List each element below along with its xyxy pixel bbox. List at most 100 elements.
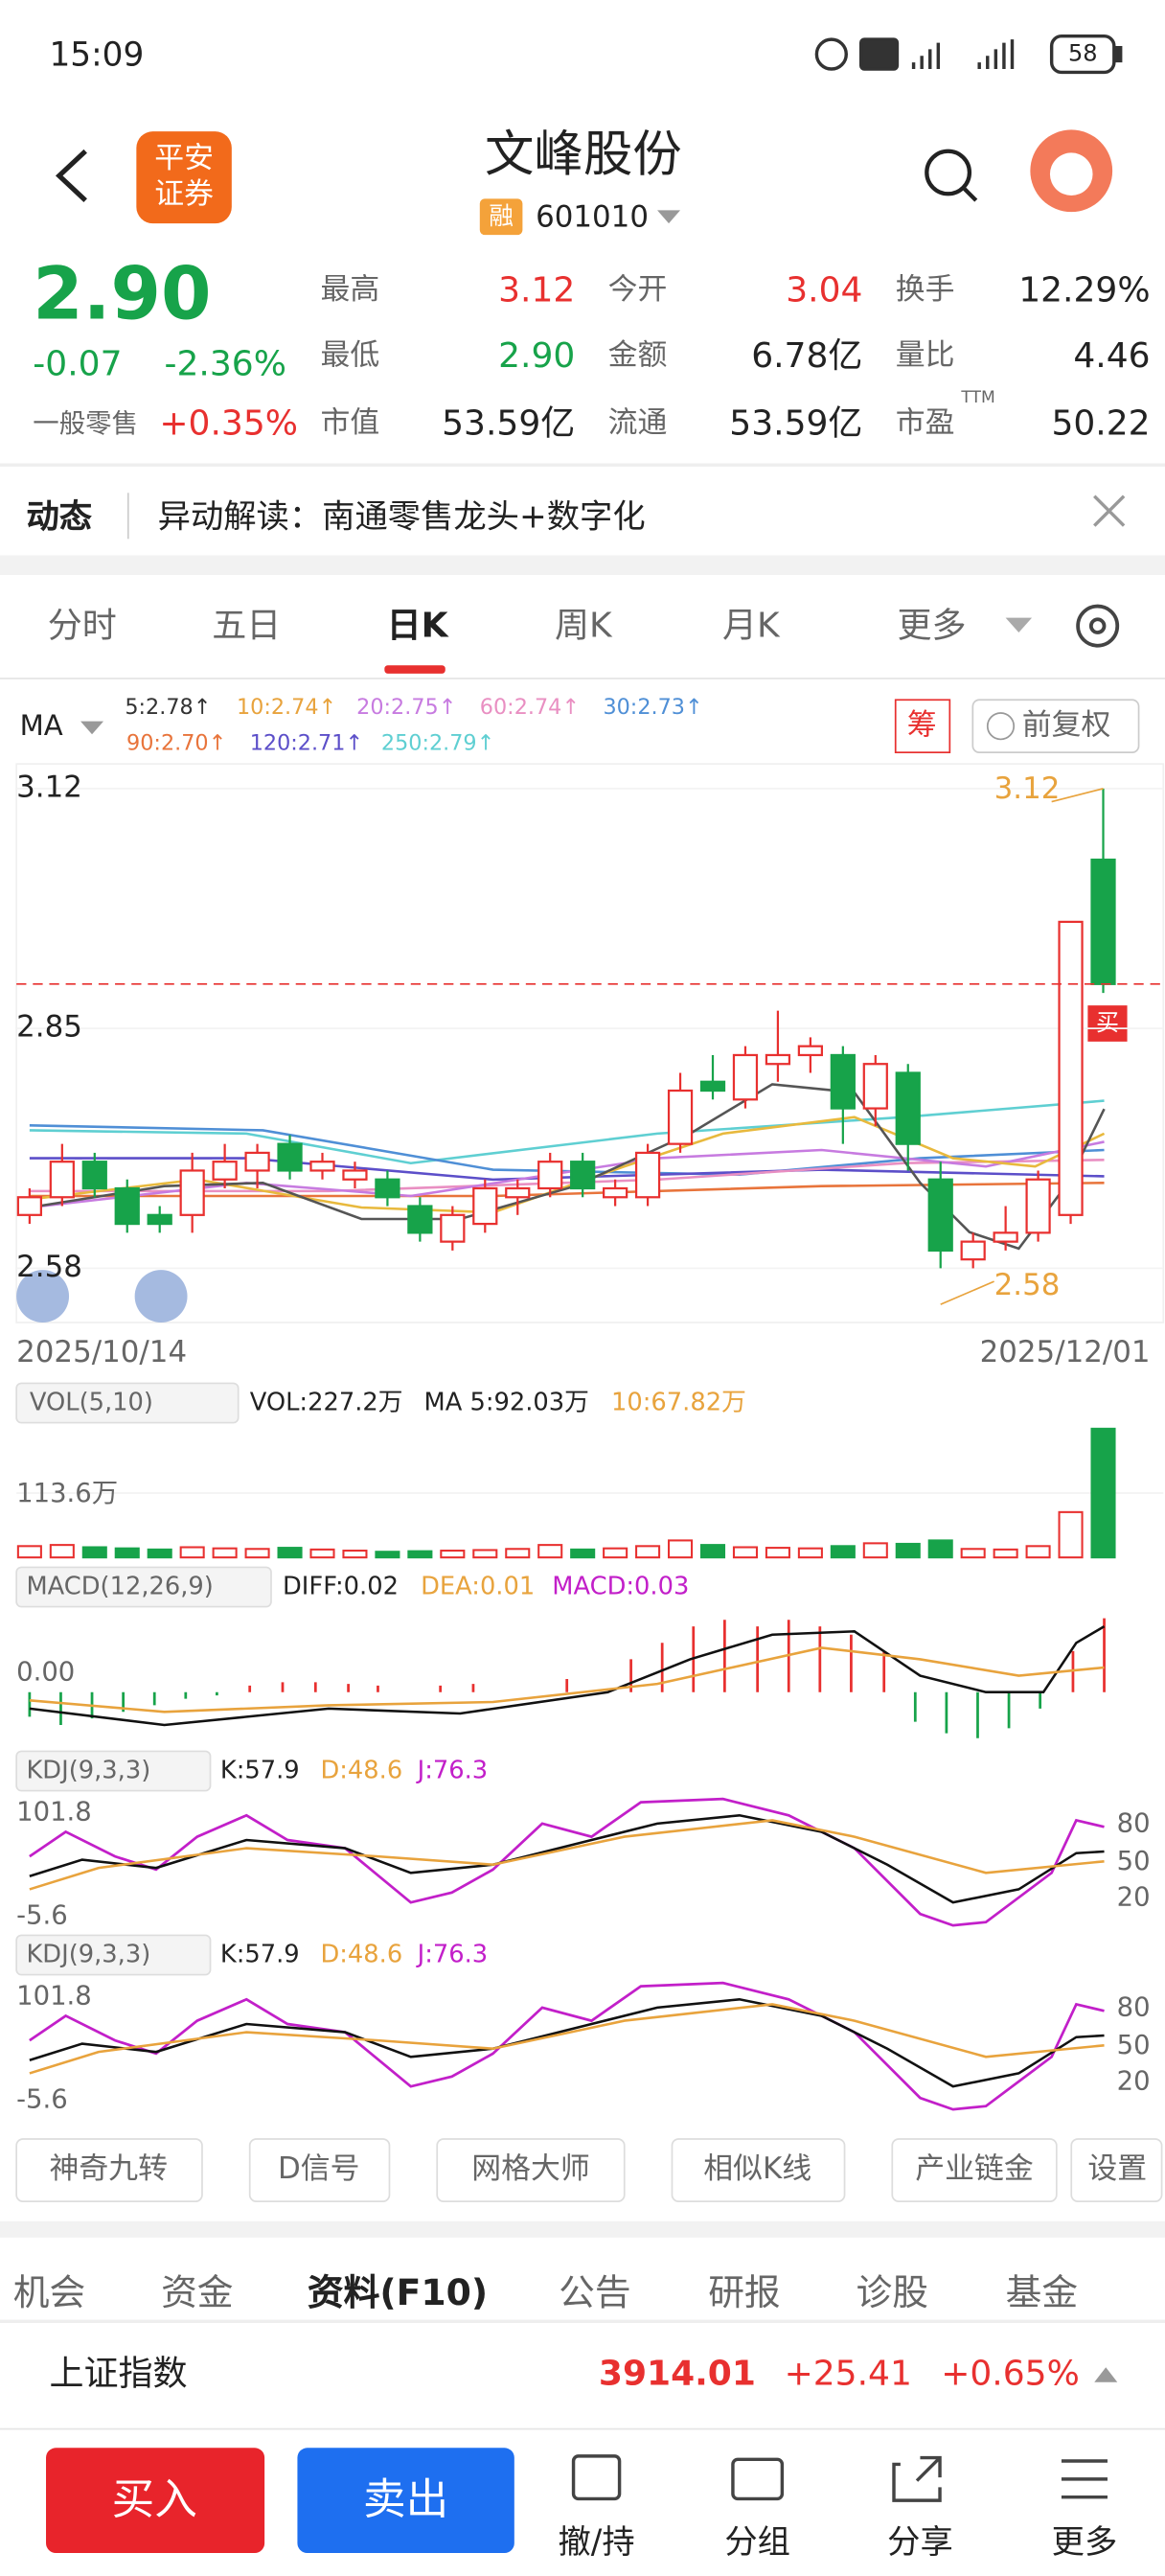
search-icon[interactable] [925, 149, 978, 202]
candle-body [1090, 858, 1116, 985]
kdj-label[interactable]: KDJ(9,3,3) [26, 1755, 151, 1785]
status-icons [814, 34, 1123, 75]
action-label[interactable]: 更多 [1051, 2521, 1118, 2562]
vol-box[interactable] [15, 1382, 240, 1424]
tool-button[interactable]: 相似K线 [703, 2151, 812, 2187]
macd-box[interactable] [15, 1566, 272, 1608]
volume-bar [862, 1542, 888, 1559]
chart-frame [15, 763, 1165, 1323]
dea-line [29, 1646, 1105, 1714]
ma-legend: 30:2.73↑ [603, 696, 703, 721]
tool-button[interactable]: 产业链金 [915, 2151, 1034, 2187]
tab[interactable]: 周K [555, 605, 612, 645]
chips-button[interactable]: 筹 [906, 707, 937, 743]
tool-button[interactable]: D信号 [277, 2151, 360, 2187]
action-label[interactable]: 分组 [724, 2521, 790, 2562]
fullscreen-button[interactable] [134, 1270, 188, 1323]
adjust-box[interactable] [971, 699, 1140, 754]
tab[interactable]: 分时 [47, 605, 117, 645]
tool-button[interactable]: 神奇九转 [49, 2151, 168, 2187]
tool-button[interactable]: 设置 [1087, 2151, 1148, 2187]
vol-readout: 10:67.82万 [611, 1387, 746, 1417]
candle-body [993, 1231, 1018, 1243]
volume-bar [375, 1551, 400, 1559]
divider [0, 2427, 1165, 2430]
volume-bar [732, 1546, 758, 1559]
macd-histogram [28, 1618, 1106, 1738]
action-icons[interactable] [571, 2454, 1108, 2502]
section-tab[interactable]: 资金 [161, 2273, 234, 2315]
settings-icon[interactable] [1076, 604, 1120, 648]
margin-tag: 融 [489, 201, 514, 231]
start-date: 2025/10/14 [16, 1335, 188, 1370]
candle-body [342, 1169, 368, 1181]
kdj-readout: K:57.9 [219, 1939, 300, 1969]
candle-body [1025, 1178, 1051, 1234]
volume-bar [440, 1550, 466, 1559]
ma-label[interactable]: MA [19, 710, 63, 744]
volume-bar [765, 1547, 790, 1559]
buy-label[interactable]: 买入 [111, 2475, 197, 2525]
volume-bar [927, 1539, 953, 1559]
macd-readout: DEA:0.01 [421, 1571, 536, 1601]
section-tab[interactable]: 诊股 [856, 2273, 929, 2315]
volume-bar [179, 1546, 205, 1559]
avatar-face [1049, 152, 1093, 196]
action-label[interactable]: 撤/持 [558, 2521, 635, 2562]
ttm: TTM [961, 389, 995, 408]
section-tab[interactable]: 公告 [559, 2273, 631, 2315]
macd-readout: DIFF:0.02 [282, 1571, 399, 1601]
volume-bar [1090, 1427, 1116, 1559]
change: -0.07 [33, 344, 123, 384]
field-value: 53.59亿 [442, 402, 576, 444]
volume-bar [309, 1548, 335, 1559]
action-label[interactable]: 分享 [887, 2521, 953, 2562]
tool-boxes[interactable] [15, 2138, 1163, 2203]
volume-bar [1025, 1545, 1051, 1559]
macd-label[interactable]: MACD(12,26,9) [26, 1571, 214, 1601]
back-icon[interactable] [55, 149, 87, 203]
ma-legend: 120:2.71↑ [249, 731, 364, 757]
section-tab[interactable]: 基金 [1005, 2273, 1079, 2315]
tab[interactable]: 月K [721, 605, 780, 645]
close-icon[interactable] [1093, 494, 1126, 527]
tab[interactable]: 五日 [212, 605, 282, 645]
volume-bar [81, 1546, 107, 1559]
candle-body [49, 1161, 75, 1199]
field-label: 最低 [320, 338, 380, 374]
sell-button[interactable] [297, 2448, 514, 2554]
section-tab[interactable]: 机会 [12, 2273, 86, 2315]
macd-readout: MACD:0.03 [552, 1571, 690, 1601]
section-tab[interactable]: 资料(F10) [307, 2273, 489, 2315]
candle-body [309, 1161, 335, 1172]
tab[interactable]: 日K [386, 605, 448, 645]
kdj-tick: 20 [1116, 2064, 1151, 2097]
sector: 一般零售 [33, 407, 139, 439]
vol-tick-label: 113.6万 [16, 1476, 119, 1508]
expand-button[interactable] [16, 1270, 70, 1323]
adjust-button[interactable]: 前复权 [1021, 707, 1111, 743]
volume-bar [244, 1548, 270, 1559]
candle-body [1058, 920, 1084, 1216]
kdj-panel [15, 1934, 1105, 2111]
field-value: 2.90 [498, 335, 576, 376]
candle-body [634, 1151, 661, 1199]
sell-label[interactable]: 卖出 [363, 2475, 449, 2525]
volume-bar [668, 1539, 694, 1559]
vol-label[interactable]: VOL(5,10) [29, 1387, 153, 1417]
tab[interactable]: 更多 [897, 605, 967, 645]
chips-box[interactable] [894, 699, 951, 754]
kdj-label[interactable]: KDJ(9,3,3) [26, 1939, 151, 1969]
candle-body [927, 1178, 953, 1253]
volume-bar [342, 1550, 368, 1559]
section-tab[interactable]: 研报 [708, 2273, 781, 2315]
news-text[interactable]: 异动解读：南通零售龙头+数字化 [157, 495, 646, 536]
volume-bar [699, 1544, 726, 1559]
buy-button[interactable] [46, 2448, 265, 2554]
candle-body [537, 1161, 563, 1190]
volume-bar [147, 1548, 172, 1559]
candle-body [830, 1053, 856, 1110]
tool-button[interactable]: 网格大师 [471, 2151, 590, 2187]
y-tick-label: 3.12 [16, 770, 82, 806]
